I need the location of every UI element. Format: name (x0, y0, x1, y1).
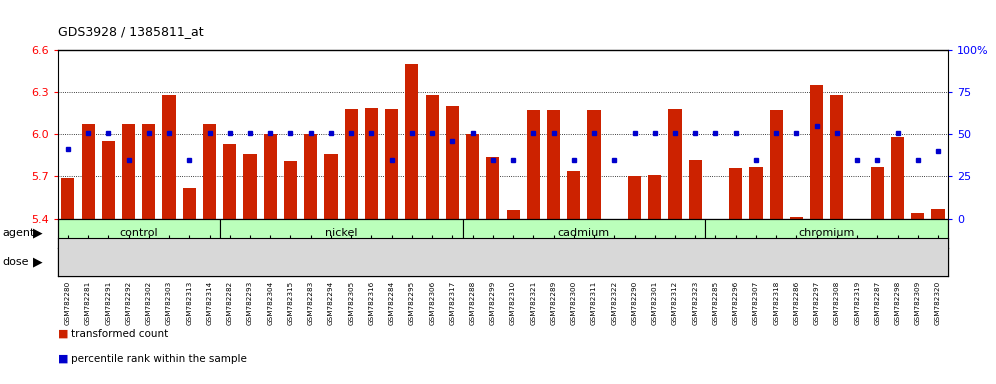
Text: agent: agent (2, 228, 35, 238)
Bar (931, 209, 944, 218)
Text: ■: ■ (58, 329, 72, 339)
Bar (203, 124, 216, 218)
Text: chromium: chromium (799, 228, 855, 238)
Bar (790, 217, 803, 218)
Bar (82, 124, 95, 218)
Bar (911, 213, 924, 218)
Text: 1 μM: 1 μM (814, 257, 840, 267)
Bar (325, 154, 338, 218)
Bar (544, 248, 624, 276)
Bar (182, 188, 196, 218)
Text: 10 μM: 10 μM (891, 257, 923, 267)
Bar (58, 248, 220, 276)
Bar (831, 95, 844, 218)
Bar (220, 248, 281, 276)
Bar (284, 161, 297, 218)
Bar (123, 124, 135, 218)
Bar (786, 248, 868, 276)
Text: cadmium: cadmium (558, 228, 610, 238)
Bar (770, 110, 783, 218)
Bar (688, 160, 702, 218)
Text: control: control (120, 228, 158, 238)
Bar (385, 109, 398, 218)
Text: nickel: nickel (325, 228, 358, 238)
Text: percentile rank within the sample: percentile rank within the sample (71, 354, 247, 364)
Bar (281, 248, 381, 276)
Bar (851, 218, 864, 275)
Bar (462, 218, 705, 248)
Text: 0.275 μM: 0.275 μM (721, 257, 770, 267)
Bar (345, 109, 358, 218)
Bar (162, 95, 175, 218)
Text: 400 μM: 400 μM (402, 257, 441, 267)
Text: ▶: ▶ (33, 255, 43, 268)
Bar (891, 137, 904, 218)
Text: 0.55 μM: 0.55 μM (563, 257, 605, 267)
Bar (749, 167, 763, 218)
Bar (705, 218, 948, 248)
Bar (648, 175, 661, 218)
Bar (624, 248, 705, 276)
Bar (486, 157, 499, 218)
Bar (264, 134, 277, 218)
Bar (868, 248, 948, 276)
Bar (466, 134, 479, 218)
Text: dose: dose (2, 257, 29, 267)
Bar (381, 248, 462, 276)
Bar (608, 218, 621, 248)
Text: ■: ■ (58, 354, 72, 364)
Bar (142, 124, 155, 218)
Bar (588, 110, 601, 218)
Bar (462, 248, 544, 276)
Bar (547, 110, 560, 218)
Bar (425, 95, 438, 218)
Text: 40 μM: 40 μM (234, 257, 266, 267)
Text: GDS3928 / 1385811_at: GDS3928 / 1385811_at (58, 25, 203, 38)
Bar (58, 218, 220, 248)
Bar (871, 167, 883, 218)
Bar (627, 177, 641, 218)
Bar (446, 106, 459, 218)
Bar (705, 248, 786, 276)
Bar (729, 168, 742, 218)
Text: transformed count: transformed count (71, 329, 168, 339)
Bar (223, 144, 236, 218)
Bar (243, 154, 257, 218)
Text: control: control (121, 257, 157, 267)
Bar (304, 134, 318, 218)
Text: 0.2 μM: 0.2 μM (485, 257, 521, 267)
Bar (668, 109, 681, 218)
Bar (810, 85, 824, 218)
Bar (507, 210, 520, 218)
Bar (527, 110, 540, 218)
Bar (220, 218, 462, 248)
Bar (365, 108, 378, 218)
Bar (405, 64, 418, 218)
Text: 140 μM: 140 μM (312, 257, 351, 267)
Bar (102, 141, 115, 218)
Bar (568, 171, 581, 218)
Text: 1.2 μM: 1.2 μM (647, 257, 682, 267)
Bar (62, 178, 75, 218)
Text: ▶: ▶ (33, 227, 43, 240)
